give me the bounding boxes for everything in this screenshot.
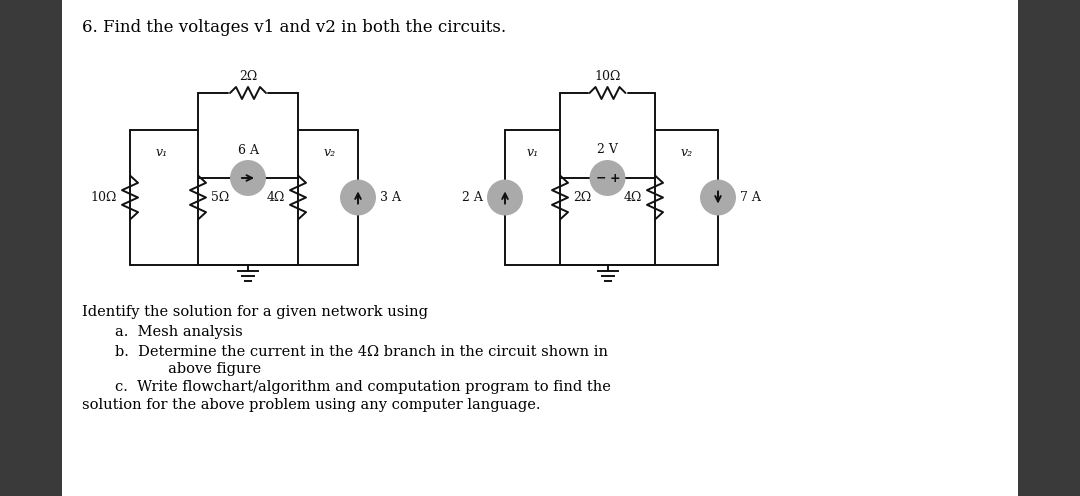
Circle shape xyxy=(488,181,522,214)
Text: b.  Determine the current in the 4Ω branch in the circuit shown in: b. Determine the current in the 4Ω branc… xyxy=(114,345,608,359)
Text: 4Ω: 4Ω xyxy=(267,191,285,204)
Text: solution for the above problem using any computer language.: solution for the above problem using any… xyxy=(82,398,540,412)
Text: 5Ω: 5Ω xyxy=(211,191,229,204)
Text: +: + xyxy=(609,172,620,185)
Circle shape xyxy=(701,181,735,214)
Circle shape xyxy=(591,161,624,195)
Text: v₂: v₂ xyxy=(324,145,336,159)
Bar xyxy=(1018,0,1080,496)
Text: 2Ω: 2Ω xyxy=(573,191,591,204)
Circle shape xyxy=(231,161,265,195)
Text: Identify the solution for a given network using: Identify the solution for a given networ… xyxy=(82,305,428,319)
Text: 10Ω: 10Ω xyxy=(594,70,621,83)
Text: 10Ω: 10Ω xyxy=(91,191,117,204)
Text: c.  Write flowchart/algorithm and computation program to find the: c. Write flowchart/algorithm and computa… xyxy=(114,380,611,394)
Text: 4Ω: 4Ω xyxy=(623,191,642,204)
Text: above figure: above figure xyxy=(145,362,261,376)
Text: v₂: v₂ xyxy=(680,145,692,159)
Circle shape xyxy=(341,181,375,214)
Text: 2 A: 2 A xyxy=(462,191,483,204)
Text: v₁: v₁ xyxy=(156,145,168,159)
Bar xyxy=(0,0,62,496)
Text: 2 V: 2 V xyxy=(597,143,618,156)
Text: 3 A: 3 A xyxy=(380,191,401,204)
Text: 7 A: 7 A xyxy=(740,191,761,204)
Text: 2Ω: 2Ω xyxy=(239,70,257,83)
Text: 6. Find the voltages v1 and v2 in both the circuits.: 6. Find the voltages v1 and v2 in both t… xyxy=(82,19,507,37)
Text: −: − xyxy=(595,172,606,185)
Text: a.  Mesh analysis: a. Mesh analysis xyxy=(114,325,243,339)
Text: v₁: v₁ xyxy=(526,145,539,159)
Text: 6 A: 6 A xyxy=(238,144,258,157)
